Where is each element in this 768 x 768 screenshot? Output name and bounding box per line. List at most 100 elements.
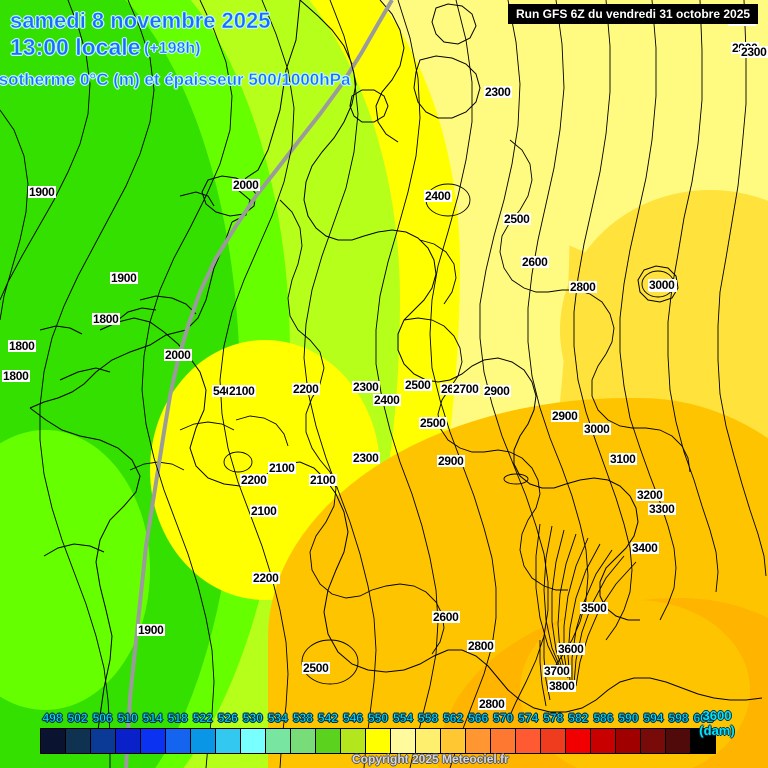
contour-label: 2000 [164,348,192,362]
contour-label: 2500 [419,416,447,430]
scale-swatch-538[interactable] [291,729,316,753]
scale-swatch-530[interactable] [241,729,266,753]
scale-tick-594: 594 [643,711,664,726]
scale-swatch-510[interactable] [116,729,141,753]
contour-label: 1800 [2,369,30,383]
contour-label: 2500 [404,378,432,392]
contour-label: 3600 [557,642,585,656]
scale-tick-586: 586 [593,711,614,726]
scale-swatch-598[interactable] [666,729,691,753]
scale-tick-550: 550 [367,711,389,726]
scale-swatch-590[interactable] [616,729,641,753]
contour-label: 2400 [373,393,401,407]
contour-label: 3300 [648,502,676,516]
contour-label: 1900 [28,185,56,199]
scale-tick-498: 498 [42,711,63,726]
scale-swatch-570[interactable] [491,729,516,753]
contour-label: 2800 [478,697,506,711]
scale-swatch-502[interactable] [66,729,91,753]
scale-tick-554: 554 [393,711,414,726]
contour-label: 1900 [137,623,165,637]
contour-label: 3100 [609,452,637,466]
scale-swatch-522[interactable] [191,729,216,753]
scale-swatch-518[interactable] [166,729,191,753]
color-scale: 498 502 506 510 514 518 522 526 530 534 538 542 546 5… [0,708,768,768]
contour-label: 2800 [467,639,495,653]
scale-tick-574: 574 [518,711,539,726]
contour-label: 2900 [437,454,465,468]
scale-swatch-554[interactable] [391,729,416,753]
contour-label: 2200 [252,571,280,585]
contour-label: 3200 [636,488,664,502]
forecast-lead-time: (+198h) [144,40,201,58]
contour-label: 2400 [424,189,452,203]
scale-unit-label: 3600 (dam) [672,708,762,738]
scale-color-bar[interactable] [40,728,716,754]
model-run-badge: Run GFS 6Z du vendredi 31 octobre 2025 [508,4,759,24]
scale-swatch-586[interactable] [591,729,616,753]
contour-label: 3000 [583,422,611,436]
scale-swatch-514[interactable] [141,729,166,753]
contour-label: 2500 [302,661,330,675]
contour-label: 2100 [268,461,296,475]
contour-label: 2500 [503,212,531,226]
scale-tick-562: 562 [443,711,464,726]
scale-swatch-578[interactable] [541,729,566,753]
scale-swatch-526[interactable] [216,729,241,753]
scale-unit-name: (dam) [699,723,735,738]
scale-tick-506: 506 [92,711,113,726]
forecast-time: 13:00 locale [10,34,141,61]
scale-tick-558: 558 [418,711,439,726]
contour-label: 2900 [483,384,511,398]
scale-swatch-498[interactable] [41,729,66,753]
scale-tick-534: 534 [267,711,289,726]
scale-tick-510: 510 [117,711,138,726]
scale-tick-598: 598 [668,711,689,726]
scale-tick-570: 570 [493,711,514,726]
scale-tick-542: 542 [317,711,339,726]
scale-unit-value: 3600 [702,708,732,723]
scale-swatch-562[interactable] [441,729,466,753]
contour-label: 2300 [352,380,380,394]
scale-tick-546: 546 [342,711,364,726]
scale-swatch-546[interactable] [341,729,366,753]
contour-label: 2600 [432,610,460,624]
scale-tick-582: 582 [568,711,589,726]
scale-tick-578: 578 [543,711,564,726]
border-paths [129,139,691,655]
contour-label: 3000 [648,278,676,292]
parameter-title: Isotherme 0°C (m) et épaisseur 500/1000h… [0,70,351,90]
scale-swatch-534[interactable] [266,729,291,753]
scale-tick-526: 526 [217,711,238,726]
scale-swatch-542[interactable] [316,729,341,753]
scale-tick-502: 502 [67,711,88,726]
scale-swatch-574[interactable] [516,729,541,753]
scale-swatch-550[interactable] [366,729,391,753]
scale-swatch-602[interactable] [691,729,715,753]
scale-swatch-582[interactable] [566,729,591,753]
contour-label: 3500 [580,601,608,615]
copyright-text: Copyright 2025 Meteociel.fr [352,752,509,766]
scale-swatch-506[interactable] [91,729,116,753]
contour-label: 2200 [292,382,320,396]
contour-label: 2700 [452,382,480,396]
contour-label: 1800 [92,312,120,326]
scale-tick-labels: 498 502 506 510 514 518 522 526 530 534 538 542 546 5… [40,711,716,727]
scale-swatch-594[interactable] [641,729,666,753]
contour-label: 2600 [521,255,549,269]
scale-swatch-566[interactable] [466,729,491,753]
contour-label: 2100 [228,384,256,398]
scale-tick-530: 530 [242,711,264,726]
forecast-date: samedi 8 novembre 2025 [10,8,271,34]
contour-label: 2000 [232,178,260,192]
contour-label: 2200 [240,473,268,487]
contour-label: 2800 [569,280,597,294]
contour-label: 2300 [484,85,512,99]
scale-swatch-558[interactable] [416,729,441,753]
contour-label: 3700 [543,664,571,678]
contour-label: 3800 [548,679,576,693]
contour-label: 2100 [309,473,337,487]
contour-label: 2100 [250,504,278,518]
scale-tick-518: 518 [167,711,188,726]
